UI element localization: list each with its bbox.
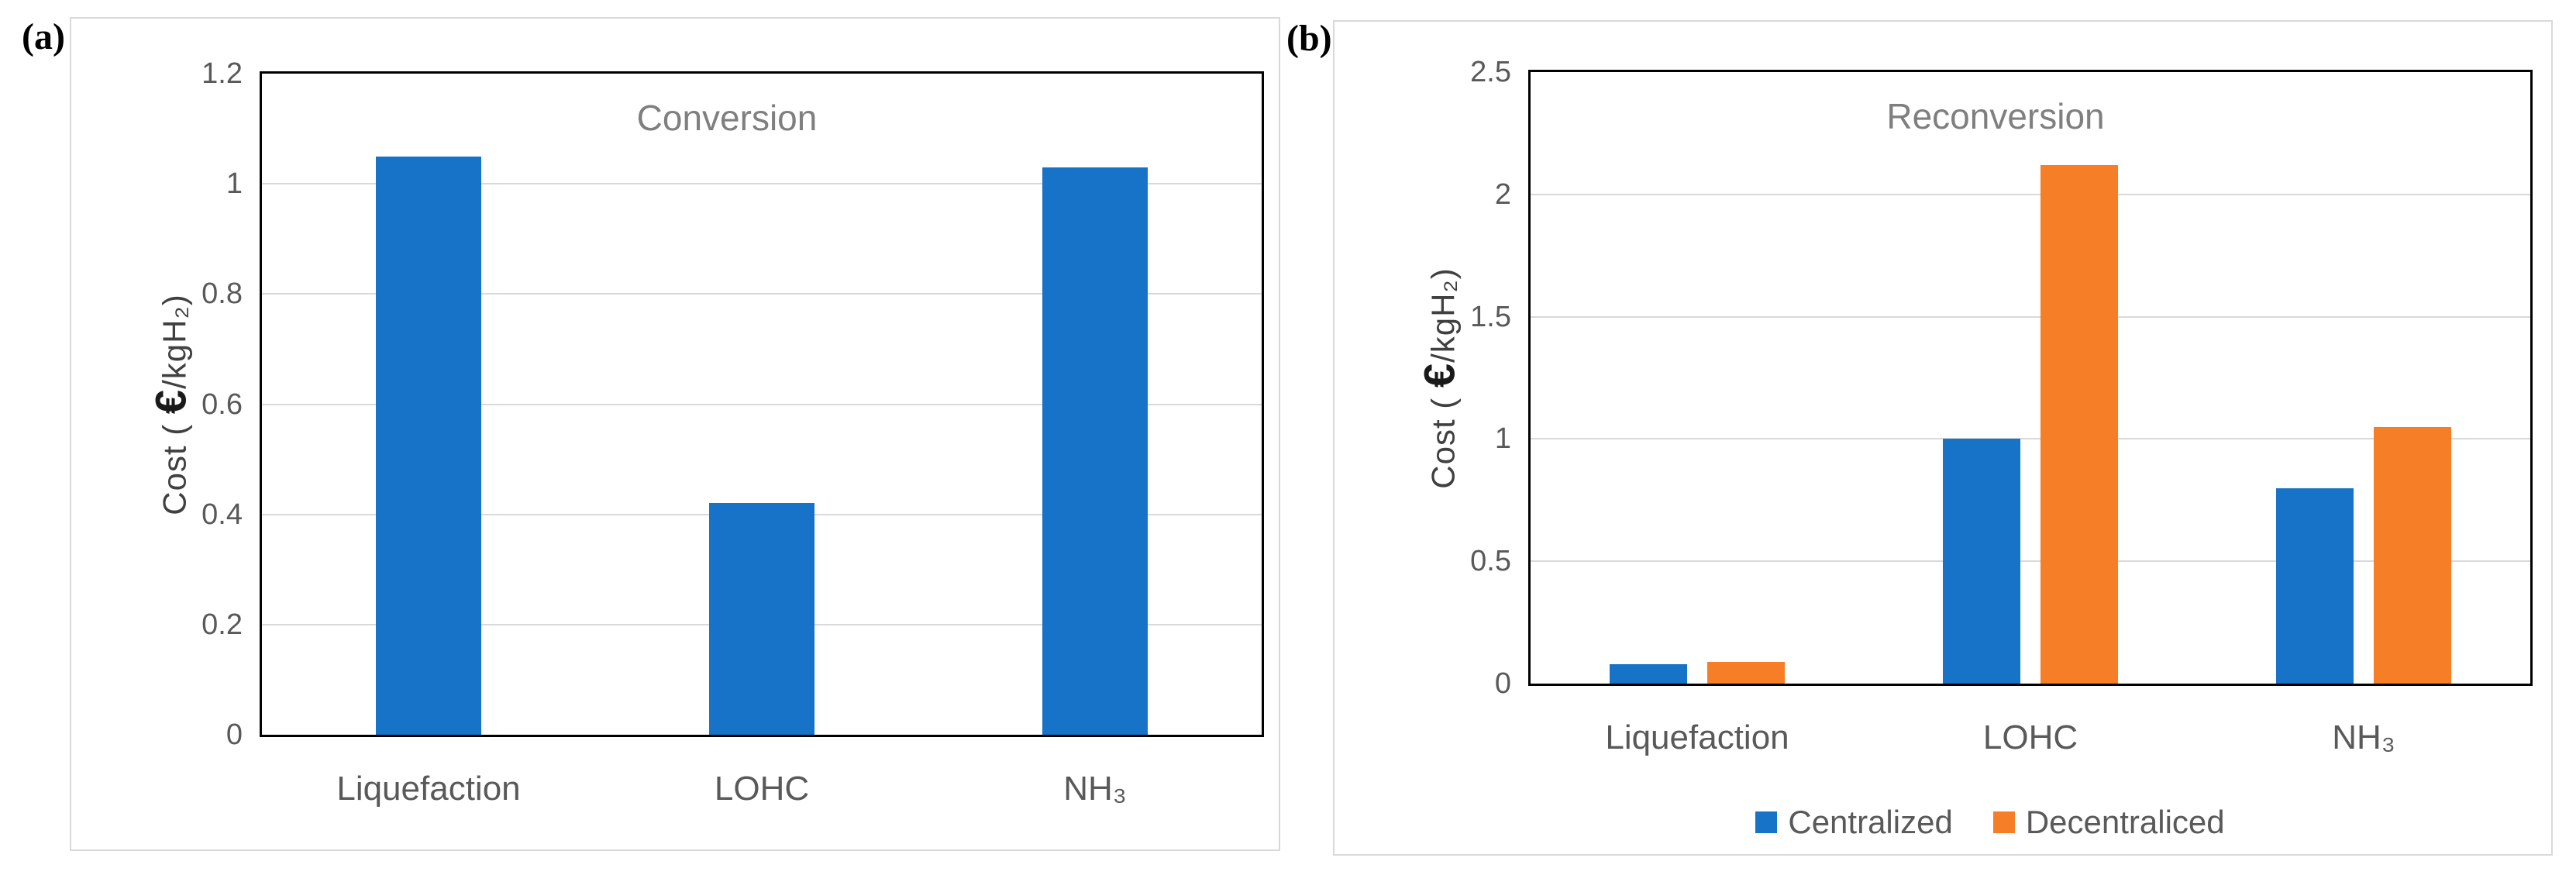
euro-symbol: € (1414, 362, 1464, 388)
x-axis-category-label-0: Liquefaction (336, 770, 521, 808)
legend-swatch-icon (1992, 811, 2015, 833)
gridline-1 (262, 183, 1262, 185)
x-axis-category-label-2: NH₃ (2332, 718, 2395, 756)
y-tick-label-0.6: 0.6 (201, 388, 243, 421)
plot-area-reconversion: Reconversion Cost ( €/kgH₂) Centralized D… (1415, 56, 2533, 840)
legend-label: Decentraliced (2025, 804, 2225, 840)
panel-b: Reconversion Cost ( €/kgH₂) Centralized D… (1333, 20, 2553, 856)
y-tick-label-2.5: 2.5 (1470, 56, 1511, 88)
y-tick-label-1: 1 (226, 167, 243, 201)
y-tick-label-0.8: 0.8 (201, 277, 243, 311)
bar-LOHC (709, 503, 814, 735)
y-tick-label-0.2: 0.2 (201, 608, 243, 641)
legend-label: Centralized (1788, 804, 1953, 840)
bar-LOHC-decentraliced (2040, 164, 2118, 684)
y-tick-label-1.2: 1.2 (201, 57, 243, 90)
legend-item-centralized: Centralized (1755, 804, 1953, 841)
legend-swatch-icon (1755, 811, 1778, 833)
panel-b-label: (b) (1286, 18, 1332, 59)
bar-Liquefaction-decentraliced (1707, 661, 1785, 684)
gridline-2 (1531, 193, 2530, 195)
chart-title-reconversion: Reconversion (1886, 96, 2105, 136)
bar-LOHC-centralized (1943, 439, 2020, 684)
x-axis-category-label-1: LOHC (1982, 718, 2078, 756)
bar-NH₃-centralized (2276, 488, 2354, 684)
legend: Centralized Decentraliced (1490, 804, 2490, 841)
y-tick-label-0.5: 0.5 (1470, 545, 1511, 578)
chart-title-conversion: Conversion (636, 98, 818, 138)
y-tick-label-1.5: 1.5 (1470, 300, 1511, 333)
x-axis-category-label-2: NH₃ (1063, 770, 1127, 808)
bar-Liquefaction-centralized (1610, 663, 1687, 684)
y-tick-label-0.4: 0.4 (201, 498, 243, 531)
panel-a-label: (a) (22, 16, 65, 57)
panel-a: Conversion Cost ( €/kgH₂) 0 0.2 0.4 0.6 0.8 1… (70, 17, 1280, 851)
gridline-1 (1531, 438, 2530, 440)
bar-NH₃-decentraliced (2374, 426, 2451, 684)
gridline-0.6 (262, 403, 1262, 405)
x-axis-category-label-1: LOHC (714, 770, 810, 808)
plot-area-conversion: Conversion Cost ( €/kgH₂) 0 0.2 0.4 0.6 0.8 1… (146, 57, 1264, 808)
y-tick-label-0: 0 (226, 718, 243, 751)
bar-Liquefaction (376, 156, 481, 735)
bar-NH₃ (1042, 167, 1148, 735)
gridline-0.5 (1531, 560, 2530, 563)
y-tick-label-2: 2 (1494, 177, 1511, 211)
y-tick-label-0: 0 (1494, 667, 1511, 700)
legend-item-decentraliced: Decentraliced (1992, 804, 2225, 841)
gridline-0.8 (262, 293, 1262, 295)
y-tick-label-1: 1 (1494, 422, 1511, 456)
x-axis-category-label-0: Liquefaction (1605, 718, 1789, 756)
gridline-1.5 (1531, 315, 2530, 318)
